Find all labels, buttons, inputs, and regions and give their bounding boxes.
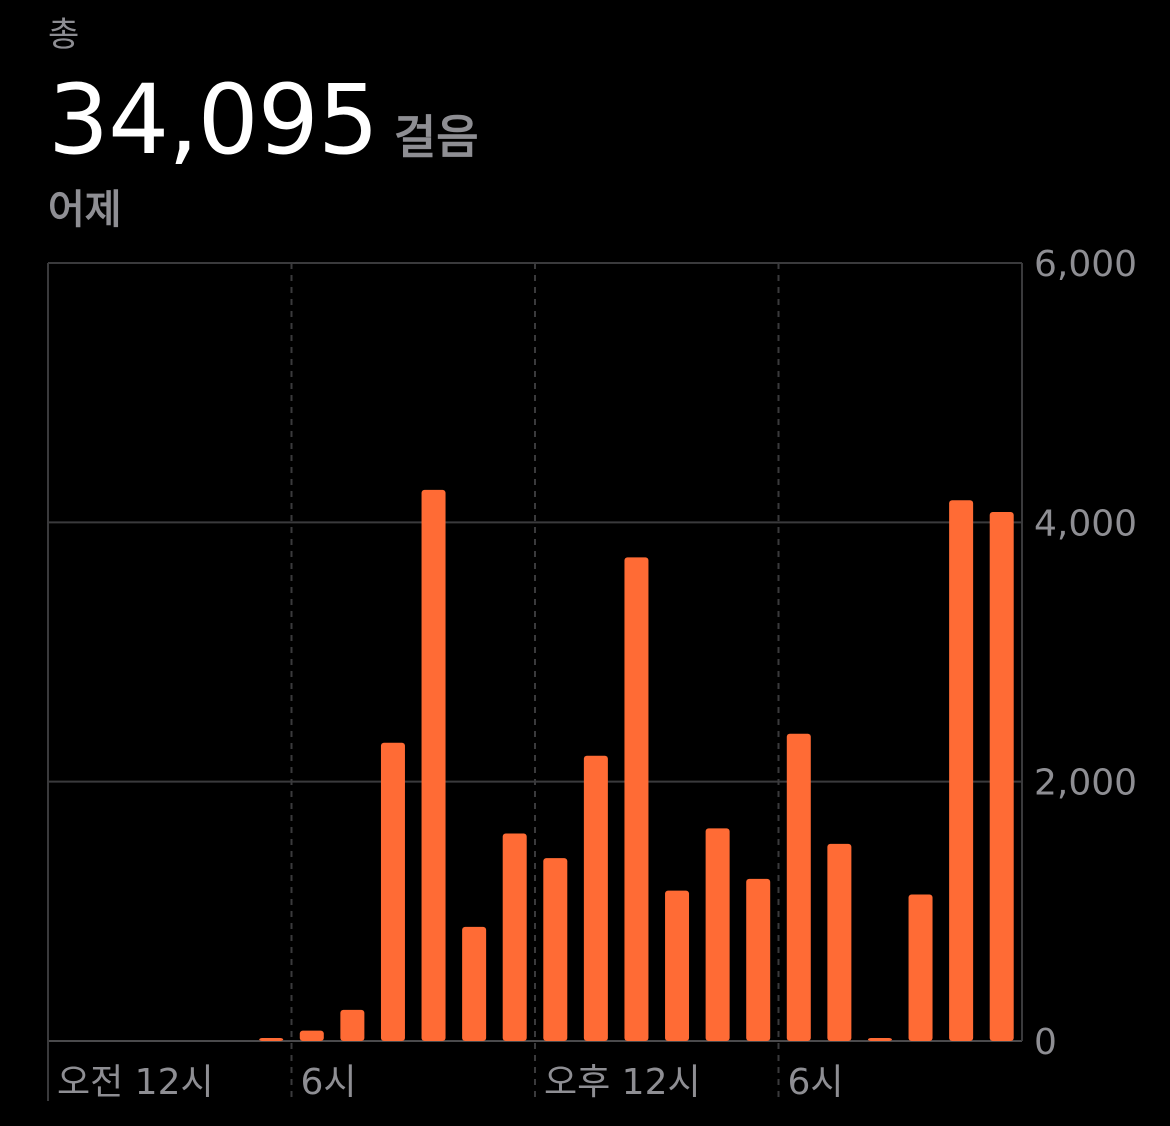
bar-hour-19 <box>827 843 852 1041</box>
y-tick-label: 4,000 <box>1034 503 1137 544</box>
x-tick-label: 오전 12시 <box>57 1062 214 1103</box>
bar-hour-12 <box>543 858 568 1041</box>
total-steps-value: 34,095 <box>48 64 379 176</box>
grid-layer <box>47 262 1023 1103</box>
bar-hour-11 <box>502 833 527 1041</box>
bar-hour-5 <box>259 1038 284 1041</box>
bar-hour-18 <box>786 733 811 1041</box>
bar-hour-15 <box>665 890 690 1041</box>
bar-hour-21 <box>908 894 933 1041</box>
steps-unit: 걸음 <box>393 110 479 164</box>
total-row: 34,095 걸음 <box>48 72 479 168</box>
y-tick-label: 0 <box>1034 1022 1057 1063</box>
date-label: 어제 <box>48 187 122 233</box>
total-label: 총 <box>48 15 80 55</box>
bar-hour-22 <box>949 500 974 1041</box>
bars-layer <box>259 489 1014 1042</box>
y-tick-label: 6,000 <box>1034 244 1137 285</box>
bar-hour-7 <box>340 1009 365 1041</box>
x-tick-label: 6시 <box>301 1062 357 1103</box>
bar-hour-13 <box>583 755 608 1041</box>
axis-labels-layer: 0 2,000 4,000 6,000 오전 12시 6시 오후 12시 6시 <box>57 244 1137 1103</box>
bar-hour-8 <box>380 742 405 1041</box>
bar-hour-17 <box>746 878 771 1041</box>
bar-hour-14 <box>624 557 649 1041</box>
x-tick-label: 6시 <box>788 1062 844 1103</box>
bar-hour-10 <box>462 926 487 1041</box>
bar-hour-16 <box>705 828 730 1041</box>
x-tick-label: 오후 12시 <box>544 1062 701 1103</box>
y-tick-label: 2,000 <box>1034 763 1137 804</box>
bar-hour-6 <box>299 1030 324 1041</box>
bar-hour-23 <box>989 511 1014 1042</box>
bar-hour-20 <box>867 1038 892 1041</box>
bar-hour-9 <box>421 489 446 1042</box>
